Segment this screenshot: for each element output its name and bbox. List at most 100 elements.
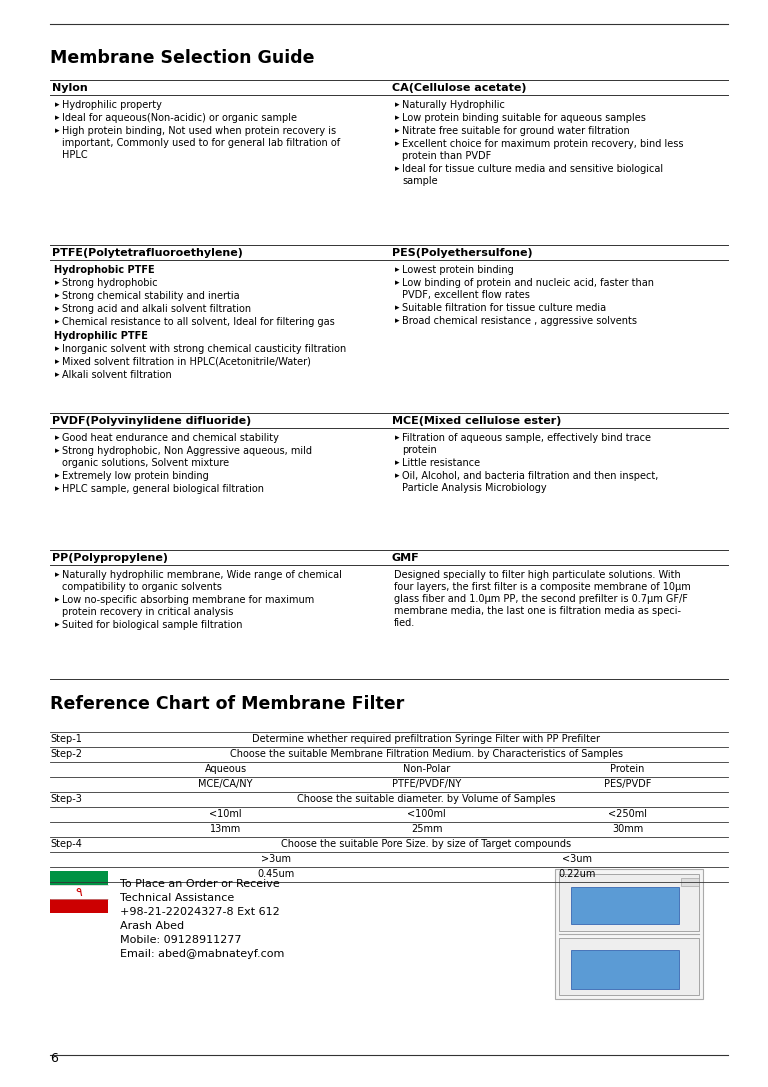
Text: Nylon: Nylon bbox=[52, 83, 88, 93]
Text: glass fiber and 1.0μm PP, the second prefilter is 0.7μm GF/F: glass fiber and 1.0μm PP, the second pre… bbox=[394, 594, 688, 604]
Text: Strong acid and alkali solvent filtration: Strong acid and alkali solvent filtratio… bbox=[62, 304, 251, 314]
Text: Filtration of aqueous sample, effectively bind trace: Filtration of aqueous sample, effectivel… bbox=[402, 433, 651, 443]
Text: MCE(Mixed cellulose ester): MCE(Mixed cellulose ester) bbox=[392, 416, 561, 426]
Text: >3um: >3um bbox=[261, 854, 291, 864]
Text: PTFE(Polytetrafluoroethylene): PTFE(Polytetrafluoroethylene) bbox=[52, 248, 243, 258]
Text: Arash Abed: Arash Abed bbox=[120, 921, 184, 930]
Text: PES(Polyethersulfone): PES(Polyethersulfone) bbox=[392, 248, 533, 258]
Text: Inorganic solvent with strong chemical causticity filtration: Inorganic solvent with strong chemical c… bbox=[62, 343, 346, 354]
Text: Oil, Alcohol, and bacteria filtration and then inspect,: Oil, Alcohol, and bacteria filtration an… bbox=[402, 471, 658, 482]
Text: ٩: ٩ bbox=[75, 886, 82, 899]
Text: Step-3: Step-3 bbox=[50, 794, 82, 804]
Text: Step-4: Step-4 bbox=[50, 839, 82, 849]
Text: High protein binding, Not used when protein recovery is: High protein binding, Not used when prot… bbox=[62, 126, 336, 136]
Text: Aqueous: Aqueous bbox=[204, 764, 247, 774]
Text: organic solutions, Solvent mixture: organic solutions, Solvent mixture bbox=[62, 458, 229, 468]
Text: ▸: ▸ bbox=[395, 303, 399, 312]
Text: ▸: ▸ bbox=[55, 370, 59, 379]
Text: PVDF, excellent flow rates: PVDF, excellent flow rates bbox=[402, 290, 530, 300]
Text: 0.45um: 0.45um bbox=[257, 869, 294, 879]
Text: ▸: ▸ bbox=[55, 278, 59, 287]
Text: Step-1: Step-1 bbox=[50, 734, 82, 744]
Text: Hydrophilic PTFE: Hydrophilic PTFE bbox=[54, 332, 148, 341]
Text: Suitable filtration for tissue culture media: Suitable filtration for tissue culture m… bbox=[402, 303, 606, 313]
Text: important, Commonly used to for general lab filtration of: important, Commonly used to for general … bbox=[62, 138, 340, 148]
Text: 6: 6 bbox=[50, 1052, 58, 1065]
Text: ▸: ▸ bbox=[55, 471, 59, 480]
Text: Step-2: Step-2 bbox=[50, 749, 82, 759]
Text: ▸: ▸ bbox=[55, 570, 59, 579]
Text: Ideal for tissue culture media and sensitive biological: Ideal for tissue culture media and sensi… bbox=[402, 164, 663, 174]
Bar bbox=[559, 938, 699, 995]
Text: ▸: ▸ bbox=[55, 304, 59, 313]
Text: HPLC sample, general biological filtration: HPLC sample, general biological filtrati… bbox=[62, 484, 264, 493]
Text: ▸: ▸ bbox=[55, 620, 59, 629]
Text: 30mm: 30mm bbox=[612, 824, 643, 834]
Text: Strong hydrophobic: Strong hydrophobic bbox=[62, 278, 157, 288]
Text: Good heat endurance and chemical stability: Good heat endurance and chemical stabili… bbox=[62, 433, 279, 443]
Text: four layers, the first filter is a composite membrane of 10μm: four layers, the first filter is a compo… bbox=[394, 582, 690, 592]
Text: ▸: ▸ bbox=[395, 265, 399, 274]
Text: ▸: ▸ bbox=[395, 278, 399, 287]
Text: Protein: Protein bbox=[611, 764, 644, 774]
Text: Low binding of protein and nucleic acid, faster than: Low binding of protein and nucleic acid,… bbox=[402, 278, 654, 288]
Text: Technical Assistance: Technical Assistance bbox=[120, 894, 234, 903]
Text: Suited for biological sample filtration: Suited for biological sample filtration bbox=[62, 620, 243, 630]
Text: ▸: ▸ bbox=[395, 471, 399, 480]
Text: Ideal for aqueous(Non-acidic) or organic sample: Ideal for aqueous(Non-acidic) or organic… bbox=[62, 113, 297, 123]
Text: 13mm: 13mm bbox=[210, 824, 241, 834]
Text: ▸: ▸ bbox=[55, 126, 59, 135]
Text: Broad chemical resistance , aggressive solvents: Broad chemical resistance , aggressive s… bbox=[402, 316, 637, 326]
Text: 25mm: 25mm bbox=[411, 824, 442, 834]
Text: Alkali solvent filtration: Alkali solvent filtration bbox=[62, 370, 172, 380]
Text: ▸: ▸ bbox=[55, 113, 59, 122]
Text: <250ml: <250ml bbox=[608, 809, 647, 819]
Text: Nitrate free suitable for ground water filtration: Nitrate free suitable for ground water f… bbox=[402, 126, 630, 136]
Bar bbox=[50, 899, 108, 913]
Text: Extremely low protein binding: Extremely low protein binding bbox=[62, 471, 209, 482]
Bar bbox=[50, 871, 108, 885]
Text: ▸: ▸ bbox=[395, 126, 399, 135]
Text: To Place an Order or Receive: To Place an Order or Receive bbox=[120, 879, 280, 889]
Bar bbox=[50, 885, 108, 899]
Text: Strong chemical stability and inertia: Strong chemical stability and inertia bbox=[62, 291, 240, 301]
Text: ▸: ▸ bbox=[395, 458, 399, 467]
Text: HPLC: HPLC bbox=[62, 150, 88, 160]
Text: fied.: fied. bbox=[394, 619, 415, 628]
Text: PVDF(Polyvinylidene difluoride): PVDF(Polyvinylidene difluoride) bbox=[52, 416, 251, 426]
Text: ▸: ▸ bbox=[55, 595, 59, 604]
Text: protein than PVDF: protein than PVDF bbox=[402, 151, 492, 161]
Text: compatibility to organic solvents: compatibility to organic solvents bbox=[62, 582, 222, 592]
Bar bbox=[571, 887, 679, 924]
Text: Strong hydrophobic, Non Aggressive aqueous, mild: Strong hydrophobic, Non Aggressive aqueo… bbox=[62, 446, 312, 457]
Text: Lowest protein binding: Lowest protein binding bbox=[402, 265, 514, 275]
Text: Hydrophobic PTFE: Hydrophobic PTFE bbox=[54, 265, 154, 275]
Text: PTFE/PVDF/NY: PTFE/PVDF/NY bbox=[392, 779, 461, 789]
Text: ▸: ▸ bbox=[55, 357, 59, 366]
Text: sample: sample bbox=[402, 176, 438, 186]
Text: Naturally Hydrophilic: Naturally Hydrophilic bbox=[402, 100, 505, 110]
Text: ▸: ▸ bbox=[55, 317, 59, 326]
Text: ▸: ▸ bbox=[395, 316, 399, 325]
Text: Hydrophilic property: Hydrophilic property bbox=[62, 100, 162, 110]
Text: ▸: ▸ bbox=[395, 164, 399, 173]
Text: Low protein binding suitable for aqueous samples: Low protein binding suitable for aqueous… bbox=[402, 113, 646, 123]
Text: Choose the suitable Membrane Filtration Medium. by Characteristics of Samples: Choose the suitable Membrane Filtration … bbox=[230, 749, 623, 759]
Text: <100ml: <100ml bbox=[407, 809, 446, 819]
Text: Mixed solvent filtration in HPLC(Acetonitrile/Water): Mixed solvent filtration in HPLC(Acetoni… bbox=[62, 357, 311, 367]
Text: Non-Polar: Non-Polar bbox=[403, 764, 450, 774]
Text: Membrane Selection Guide: Membrane Selection Guide bbox=[50, 49, 315, 67]
Text: PES/PVDF: PES/PVDF bbox=[604, 779, 651, 789]
Text: ▸: ▸ bbox=[55, 343, 59, 353]
Text: Particle Analysis Microbiology: Particle Analysis Microbiology bbox=[402, 483, 547, 493]
Text: GMF: GMF bbox=[392, 553, 419, 563]
Bar bbox=[681, 878, 699, 886]
Text: Choose the suitable diameter. by Volume of Samples: Choose the suitable diameter. by Volume … bbox=[297, 794, 556, 804]
Text: Chemical resistance to all solvent, Ideal for filtering gas: Chemical resistance to all solvent, Idea… bbox=[62, 317, 335, 327]
Bar bbox=[571, 950, 679, 989]
Text: Naturally hydrophilic membrane, Wide range of chemical: Naturally hydrophilic membrane, Wide ran… bbox=[62, 570, 342, 580]
Text: +98-21-22024327-8 Ext 612: +98-21-22024327-8 Ext 612 bbox=[120, 907, 280, 917]
Text: CA(Cellulose acetate): CA(Cellulose acetate) bbox=[392, 83, 527, 93]
Text: Excellent choice for maximum protein recovery, bind less: Excellent choice for maximum protein rec… bbox=[402, 139, 684, 149]
Text: Reference Chart of Membrane Filter: Reference Chart of Membrane Filter bbox=[50, 695, 404, 713]
